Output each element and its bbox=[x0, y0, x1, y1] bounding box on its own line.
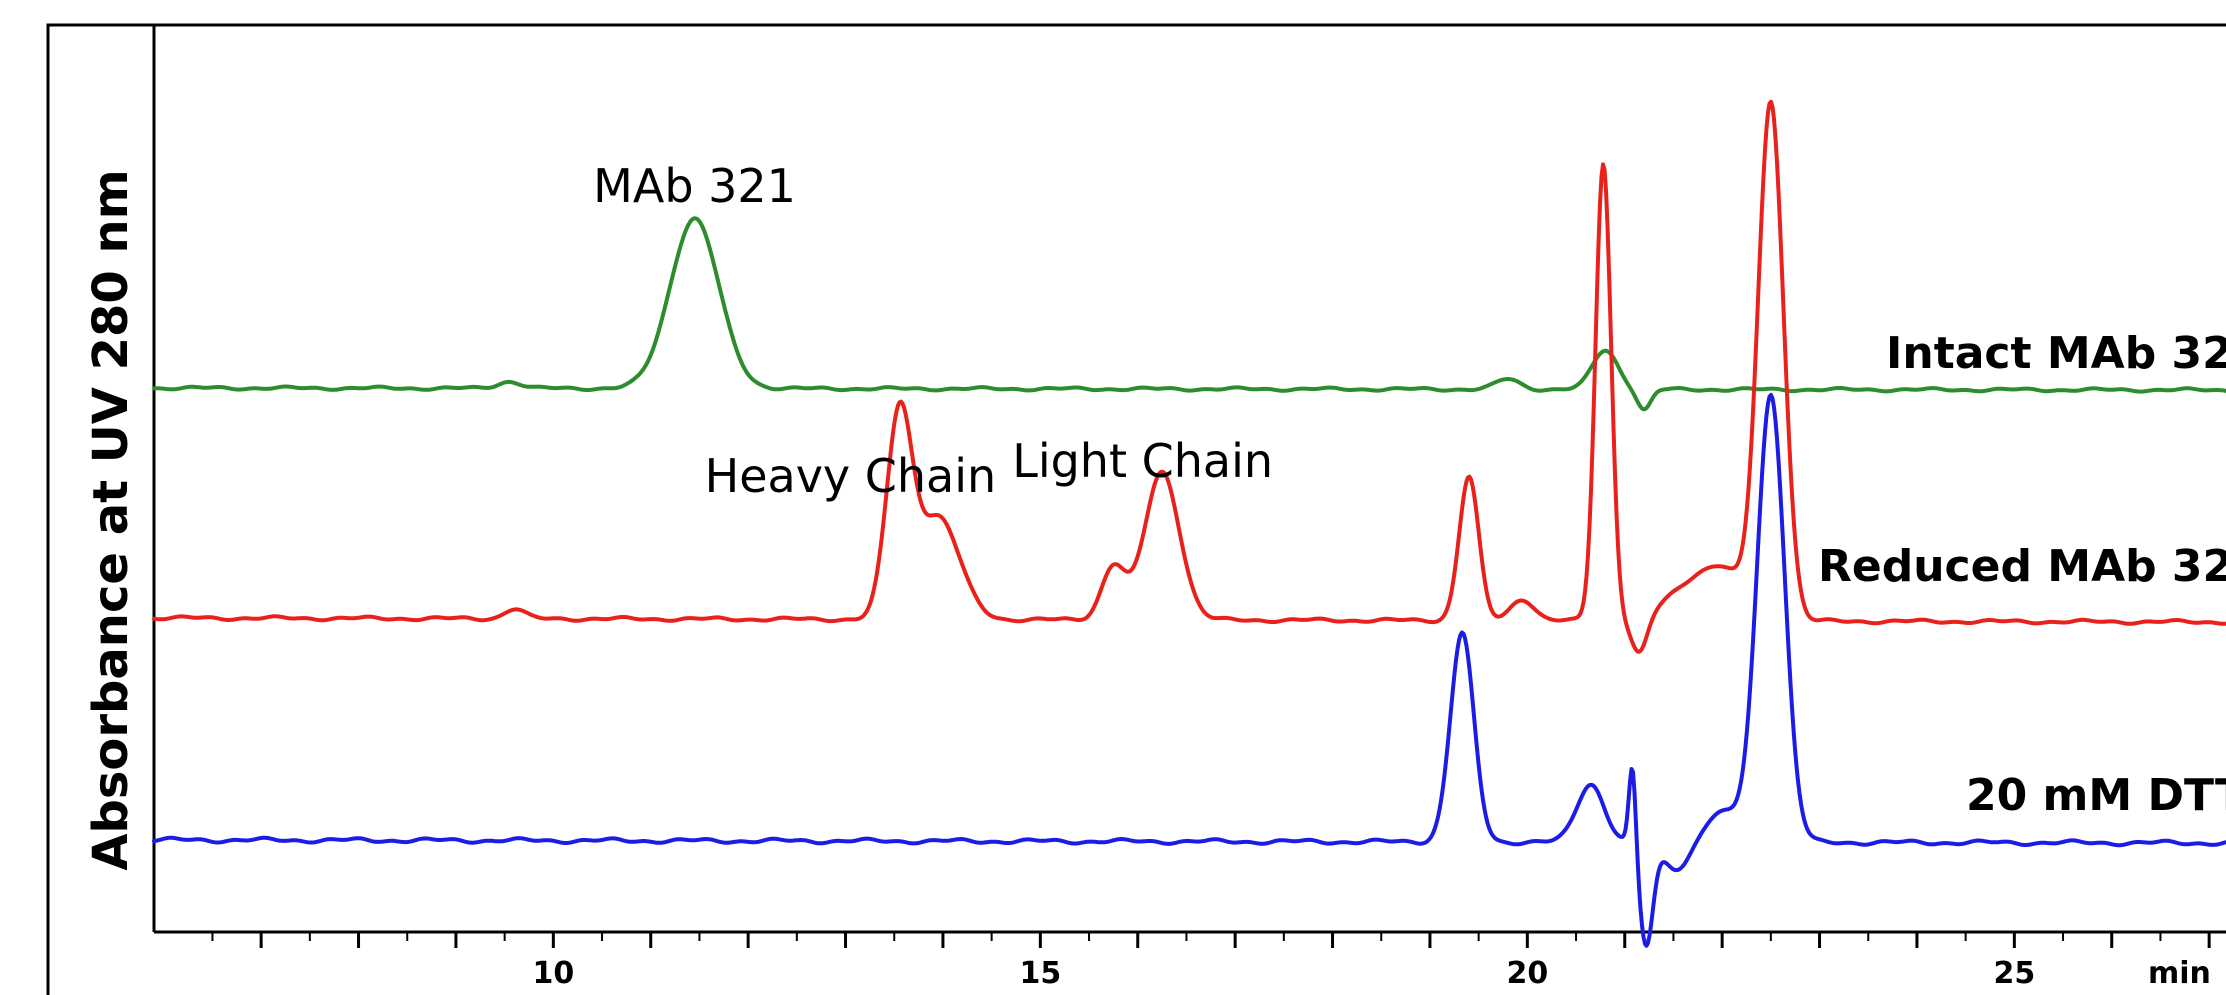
trace-reduced-mab-321 bbox=[152, 99, 2226, 654]
annotation-heavy-chain: Heavy Chain bbox=[705, 449, 997, 503]
series-label-dtt: 20 mM DTT bbox=[1966, 770, 2226, 821]
y-axis-label: Absorbance at UV 280 nm bbox=[83, 169, 139, 870]
traces bbox=[152, 99, 2226, 948]
x-tick-label: 15 bbox=[1019, 956, 1061, 991]
x-tick-label: 20 bbox=[1506, 956, 1548, 991]
x-tick-label: 25 bbox=[1993, 956, 2035, 991]
series-label-intact: Intact MAb 321 bbox=[1886, 328, 2226, 379]
trace-intact-mab-321 bbox=[152, 216, 2226, 412]
annotation-mab-321: MAb 321 bbox=[593, 159, 796, 213]
x-axis-unit-label: min bbox=[2148, 956, 2211, 991]
series-label-reduced: Reduced MAb 321 bbox=[1818, 541, 2226, 592]
x-tick-label: 10 bbox=[532, 956, 574, 991]
outer-frame bbox=[46, 23, 2226, 995]
x-axis-ticks: 10 15 20 25 bbox=[211, 932, 2211, 991]
annotation-light-chain: Light Chain bbox=[1012, 434, 1273, 488]
trace-20-mm-dtt bbox=[152, 392, 2226, 948]
